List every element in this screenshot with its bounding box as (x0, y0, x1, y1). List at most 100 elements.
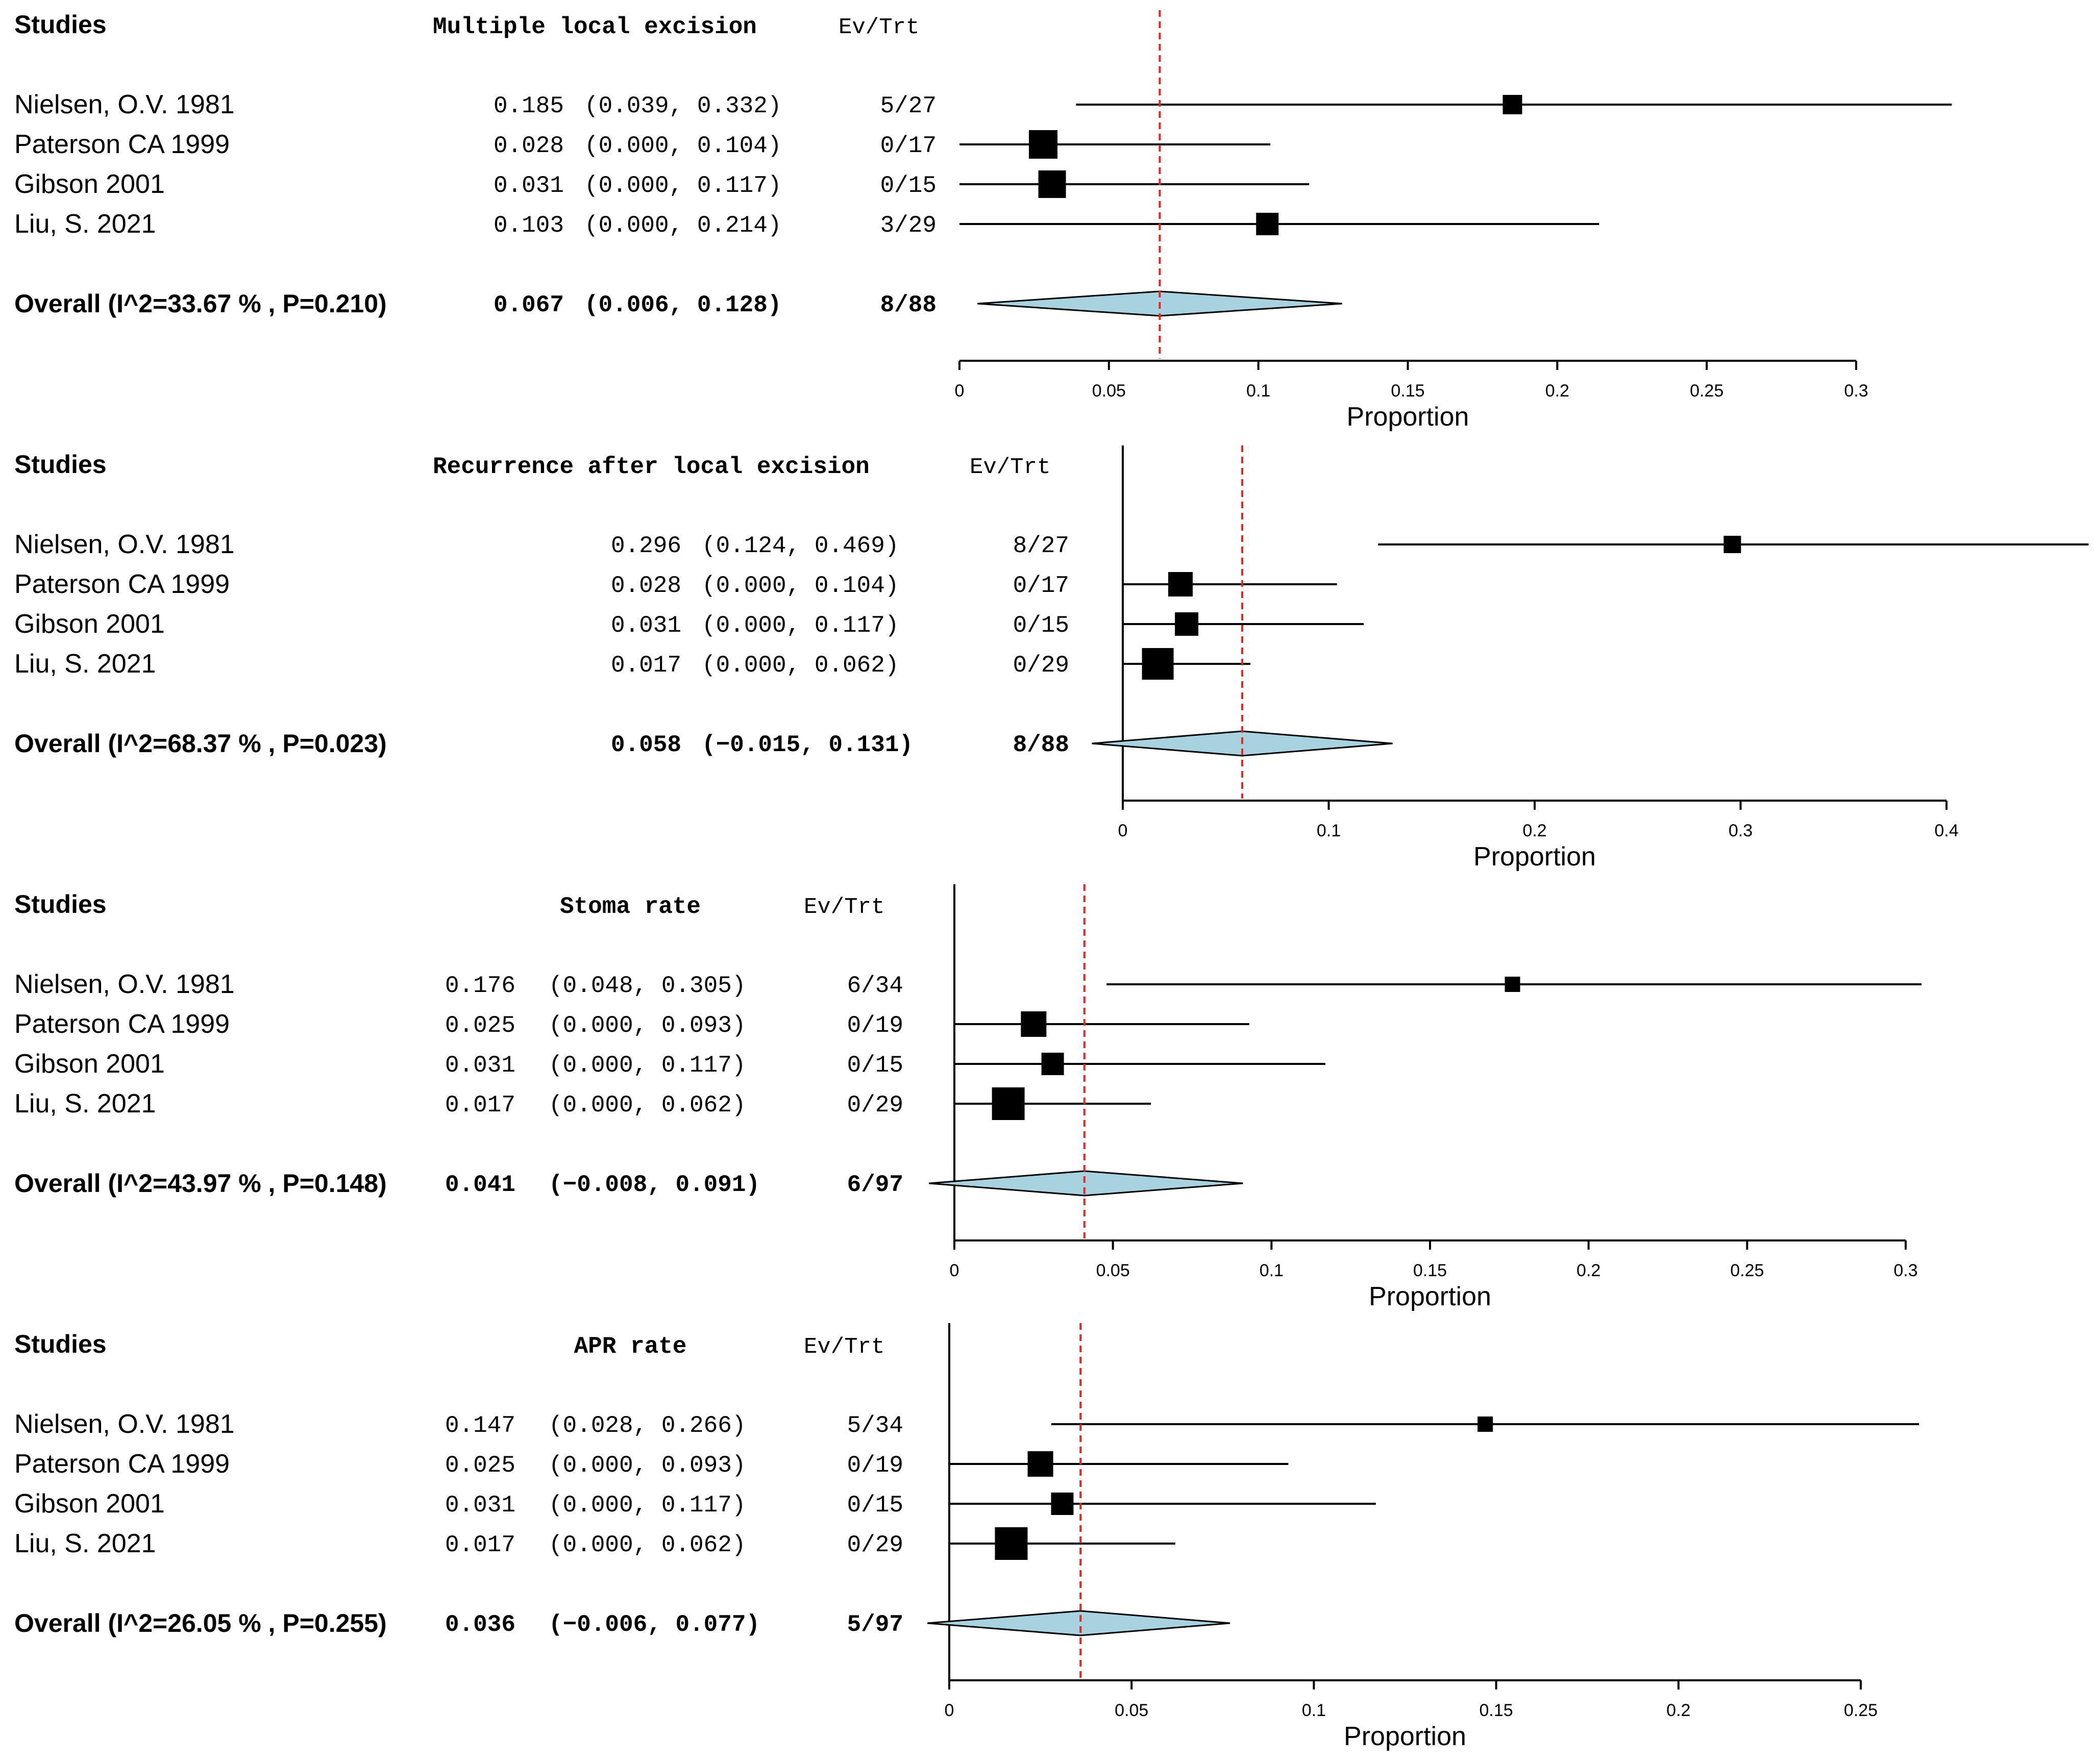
studies-header: Studies (14, 1330, 107, 1358)
study-ci: (0.028, 0.266) (549, 1412, 746, 1439)
overall-evtrt: 6/97 (847, 1172, 903, 1198)
x-tick-label: 0.05 (1092, 381, 1126, 401)
study-estimate: 0.025 (445, 1012, 515, 1039)
x-tick-label: 0 (1118, 821, 1128, 840)
study-estimate: 0.185 (494, 93, 564, 119)
study-evtrt: 0/15 (847, 1052, 903, 1079)
x-tick-label: 0 (950, 1261, 959, 1280)
studies-header: Studies (14, 10, 107, 39)
study-point-square (1505, 977, 1520, 992)
study-evtrt: 3/29 (880, 212, 937, 239)
study-name: Paterson CA 1999 (14, 130, 230, 159)
study-name: Nielsen, O.V. 1981 (14, 90, 235, 119)
x-tick-label: 0.25 (1730, 1261, 1764, 1280)
x-tick-label: 0.15 (1391, 381, 1424, 401)
evtrt-header: Ev/Trt (839, 15, 919, 40)
study-ci: (0.000, 0.093) (549, 1012, 746, 1039)
overall-evtrt: 5/97 (847, 1611, 903, 1638)
study-evtrt: 0/29 (1013, 652, 1069, 679)
studies-header: Studies (14, 890, 107, 918)
study-point-square (1028, 130, 1057, 159)
x-axis-label: Proportion (1369, 1282, 1491, 1311)
study-point-square (1027, 1451, 1053, 1477)
study-evtrt: 0/29 (847, 1092, 903, 1119)
study-point-square (1175, 612, 1199, 636)
x-tick-label: 0.1 (1260, 1261, 1284, 1280)
study-evtrt: 8/27 (1013, 533, 1069, 559)
x-tick-label: 0.1 (1302, 1701, 1326, 1720)
study-ci: (0.124, 0.469) (702, 533, 899, 559)
study-estimate: 0.017 (445, 1092, 515, 1119)
study-name: Gibson 2001 (14, 609, 165, 639)
x-tick-label: 0.1 (1317, 821, 1341, 840)
x-tick-label: 0.05 (1115, 1701, 1148, 1720)
study-name: Paterson CA 1999 (14, 569, 230, 599)
study-point-square (1723, 536, 1741, 553)
forest-panel-2: Studies Recurrence after local excision Ev… (14, 445, 2089, 872)
study-evtrt: 0/19 (847, 1012, 903, 1039)
study-ci: (0.000, 0.062) (702, 652, 899, 679)
study-evtrt: 5/34 (847, 1412, 903, 1439)
overall-estimate: 0.041 (445, 1172, 515, 1198)
overall-ci: (0.006, 0.128) (584, 292, 781, 318)
study-point-square (1021, 1011, 1047, 1037)
panel-title: APR rate (574, 1333, 687, 1360)
x-tick-label: 0.3 (1844, 381, 1868, 401)
x-tick-label: 0.05 (1096, 1261, 1130, 1280)
study-estimate: 0.296 (611, 533, 681, 559)
study-estimate: 0.031 (494, 172, 564, 199)
overall-diamond (927, 1610, 1230, 1636)
study-name: Liu, S. 2021 (14, 209, 156, 239)
x-tick-label: 0.25 (1690, 381, 1723, 401)
study-ci: (0.000, 0.104) (702, 573, 899, 599)
study-ci: (0.000, 0.117) (702, 612, 899, 639)
study-estimate: 0.031 (611, 612, 681, 639)
study-name: Nielsen, O.V. 1981 (14, 970, 235, 999)
study-evtrt: 0/17 (1013, 573, 1069, 599)
study-estimate: 0.176 (445, 973, 515, 999)
study-evtrt: 0/15 (1013, 612, 1069, 639)
study-name: Gibson 2001 (14, 169, 165, 199)
overall-ci: (−0.015, 0.131) (702, 732, 913, 758)
study-point-square (995, 1527, 1028, 1560)
study-evtrt: 0/29 (847, 1532, 903, 1558)
study-evtrt: 0/15 (847, 1492, 903, 1519)
study-ci: (0.039, 0.332) (584, 93, 781, 119)
study-point-square (992, 1087, 1025, 1120)
overall-evtrt: 8/88 (880, 292, 937, 318)
x-axis-label: Proportion (1344, 1722, 1466, 1751)
x-tick-label: 0.3 (1893, 1261, 1917, 1280)
study-name: Paterson CA 1999 (14, 1449, 230, 1479)
overall-evtrt: 8/88 (1013, 732, 1069, 758)
x-axis-label: Proportion (1347, 402, 1469, 432)
overall-label: Overall (I^2=68.37 % , P=0.023) (14, 729, 387, 758)
study-ci: (0.048, 0.305) (549, 973, 746, 999)
x-tick-label: 0.1 (1246, 381, 1270, 401)
x-tick-label: 0 (955, 381, 965, 401)
overall-estimate: 0.058 (611, 732, 681, 758)
study-ci: (0.000, 0.117) (549, 1492, 746, 1519)
panel-title: Stoma rate (560, 893, 701, 920)
study-estimate: 0.103 (494, 212, 564, 239)
x-tick-label: 0 (945, 1701, 954, 1720)
study-ci: (0.000, 0.062) (549, 1092, 746, 1119)
study-estimate: 0.017 (445, 1532, 515, 1558)
study-name: Gibson 2001 (14, 1489, 165, 1519)
study-estimate: 0.031 (445, 1492, 515, 1519)
study-name: Nielsen, O.V. 1981 (14, 530, 235, 559)
study-estimate: 0.028 (494, 133, 564, 159)
x-tick-label: 0.4 (1934, 821, 1958, 840)
x-tick-label: 0.2 (1545, 381, 1569, 401)
x-tick-label: 0.2 (1666, 1701, 1690, 1720)
overall-ci: (−0.006, 0.077) (549, 1611, 760, 1638)
study-evtrt: 5/27 (880, 93, 937, 119)
study-estimate: 0.028 (611, 573, 681, 599)
overall-label: Overall (I^2=26.05 % , P=0.255) (14, 1609, 387, 1637)
x-tick-label: 0.3 (1729, 821, 1753, 840)
study-ci: (0.000, 0.117) (549, 1052, 746, 1079)
study-point-square (1502, 95, 1522, 114)
study-evtrt: 0/15 (880, 172, 937, 199)
x-tick-label: 0.2 (1522, 821, 1546, 840)
study-name: Paterson CA 1999 (14, 1009, 230, 1039)
study-point-square (1168, 572, 1193, 597)
